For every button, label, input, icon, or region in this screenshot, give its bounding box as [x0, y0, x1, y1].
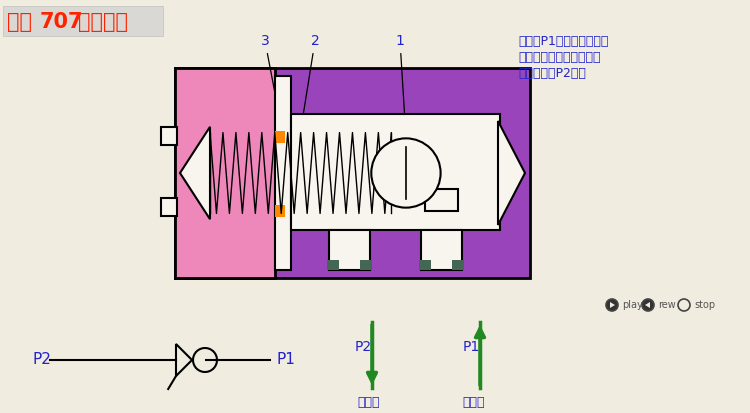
Bar: [328, 230, 370, 270]
Bar: [161, 127, 177, 145]
Text: 3: 3: [261, 34, 283, 133]
Polygon shape: [645, 302, 650, 308]
Text: P2: P2: [355, 340, 372, 354]
Polygon shape: [180, 127, 210, 219]
Bar: [419, 260, 430, 270]
Text: 进油口: 进油口: [462, 396, 484, 409]
Text: P2: P2: [33, 353, 52, 368]
Text: 707: 707: [40, 12, 83, 32]
Bar: [175, 68, 275, 278]
FancyBboxPatch shape: [3, 6, 163, 36]
Bar: [161, 198, 177, 216]
Circle shape: [371, 138, 440, 208]
Circle shape: [678, 299, 690, 311]
Bar: [175, 68, 530, 278]
Text: 剪辑制作: 剪辑制作: [78, 12, 128, 32]
Text: 1: 1: [395, 34, 406, 133]
Bar: [275, 131, 285, 143]
Text: 出油口: 出油口: [357, 396, 380, 409]
Text: stop: stop: [694, 300, 715, 310]
Text: 2: 2: [301, 34, 320, 128]
Bar: [421, 230, 463, 270]
Text: P1: P1: [276, 353, 295, 368]
Bar: [291, 114, 500, 230]
Bar: [275, 76, 291, 270]
Bar: [175, 68, 275, 278]
Text: 通，流体从P2流出: 通，流体从P2流出: [518, 67, 586, 80]
Bar: [275, 204, 285, 216]
Text: 化工: 化工: [7, 12, 32, 32]
Text: 流体从P1流入时，克服弹: 流体从P1流入时，克服弹: [518, 35, 608, 48]
Bar: [424, 189, 458, 211]
Text: 簧力推动阀芯，使通道接: 簧力推动阀芯，使通道接: [518, 51, 601, 64]
Text: play: play: [622, 300, 643, 310]
Circle shape: [642, 299, 654, 311]
Circle shape: [606, 299, 618, 311]
Bar: [452, 260, 464, 270]
Bar: [361, 260, 373, 270]
Polygon shape: [610, 302, 615, 308]
Bar: [326, 260, 338, 270]
Text: P1: P1: [463, 340, 480, 354]
Polygon shape: [498, 121, 525, 225]
Text: rew: rew: [658, 300, 676, 310]
